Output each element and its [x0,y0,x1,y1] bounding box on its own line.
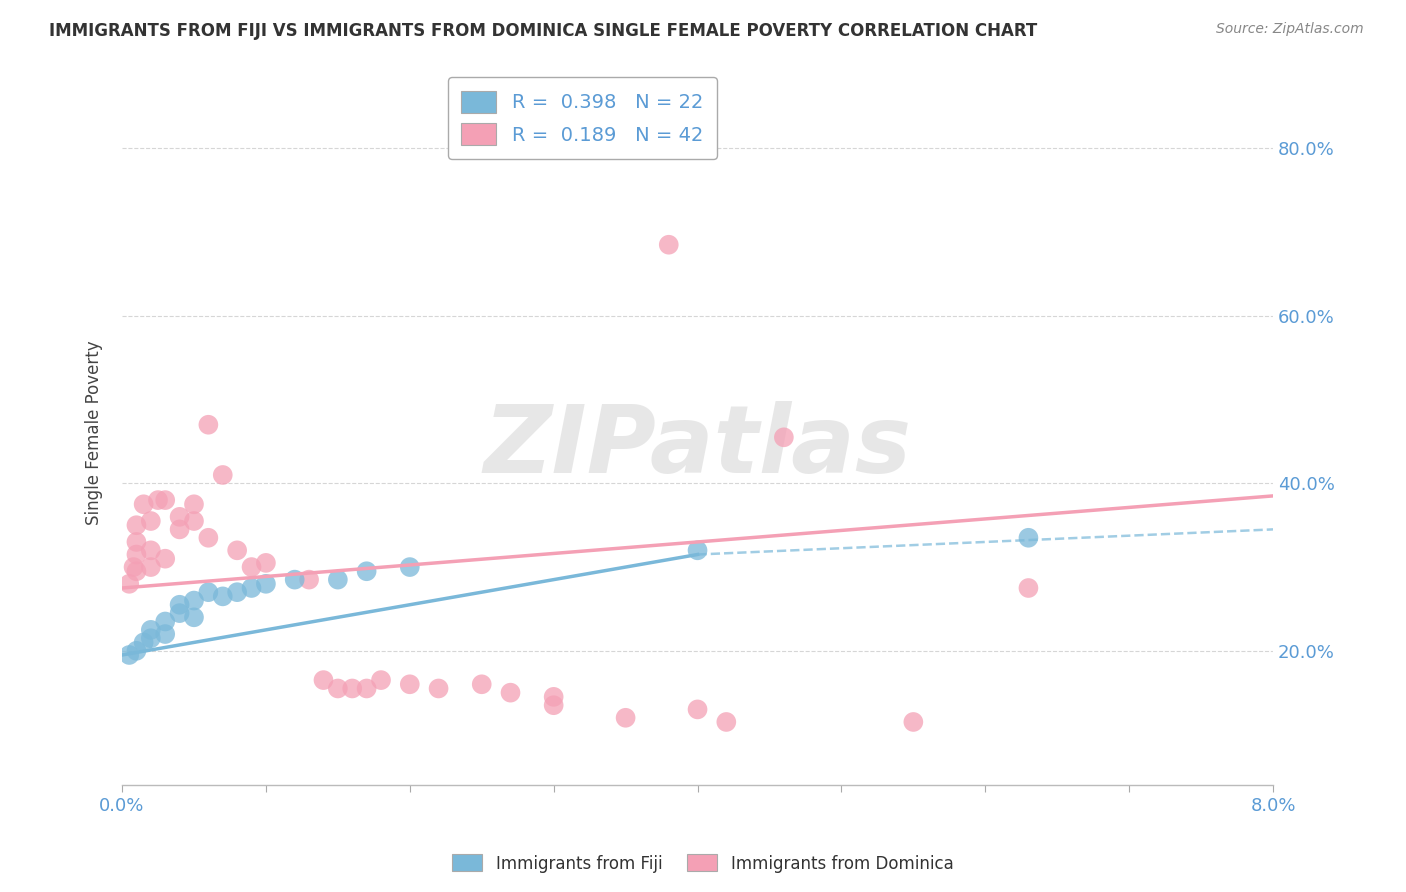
Point [211,590,233,604]
Point [226,585,249,599]
Point [155,493,177,508]
Point [183,497,205,511]
Point [254,556,277,570]
Point [716,714,738,729]
Point [284,573,307,587]
Point [226,543,249,558]
Point [125,644,148,658]
Point [183,610,205,624]
Point [356,681,378,696]
Point [686,543,709,558]
Point [139,514,162,528]
Point [132,635,155,649]
Point [139,623,162,637]
Point [197,417,219,432]
Legend: Immigrants from Fiji, Immigrants from Dominica: Immigrants from Fiji, Immigrants from Do… [446,847,960,880]
Point [155,627,177,641]
Point [326,681,349,696]
Text: Source: ZipAtlas.com: Source: ZipAtlas.com [1216,22,1364,37]
Point [312,673,335,687]
Point [614,711,637,725]
Point [427,681,450,696]
Point [471,677,494,691]
Point [125,518,148,533]
Point [139,543,162,558]
Point [125,564,148,578]
Point [125,535,148,549]
Point [139,632,162,646]
Point [903,714,925,729]
Point [686,702,709,716]
Point [118,648,141,662]
Point [155,551,177,566]
Point [254,576,277,591]
Point [543,698,565,713]
Point [169,509,191,524]
Point [118,576,141,591]
Point [356,564,378,578]
Point [543,690,565,704]
Point [240,581,263,595]
Point [370,673,392,687]
Point [499,686,522,700]
Point [398,677,420,691]
Text: IMMIGRANTS FROM FIJI VS IMMIGRANTS FROM DOMINICA SINGLE FEMALE POVERTY CORRELATI: IMMIGRANTS FROM FIJI VS IMMIGRANTS FROM … [49,22,1038,40]
Text: ZIPatlas: ZIPatlas [484,401,911,493]
Point [125,548,148,562]
Point [155,615,177,629]
Point [240,560,263,574]
Point [197,585,219,599]
Legend: R =  0.398   N = 22, R =  0.189   N = 42: R = 0.398 N = 22, R = 0.189 N = 42 [449,77,717,159]
Point [197,531,219,545]
Point [183,593,205,607]
Point [146,493,169,508]
Point [298,573,321,587]
Point [183,514,205,528]
Point [211,467,233,482]
Point [169,606,191,620]
Point [342,681,364,696]
Point [658,237,681,252]
Point [122,560,145,574]
Point [1017,581,1039,595]
Y-axis label: Single Female Poverty: Single Female Poverty [86,341,103,525]
Point [326,573,349,587]
Point [139,560,162,574]
Point [169,522,191,536]
Point [398,560,420,574]
Point [132,497,155,511]
Point [169,598,191,612]
Point [773,430,796,444]
Point [1017,531,1039,545]
